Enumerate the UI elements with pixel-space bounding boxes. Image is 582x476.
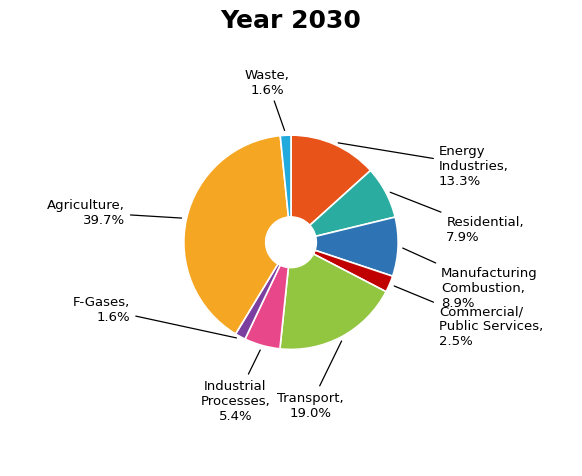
Text: Energy
Industries,
13.3%: Energy Industries, 13.3%: [338, 144, 509, 187]
Wedge shape: [315, 218, 398, 277]
Text: Manufacturing
Combustion,
8.9%: Manufacturing Combustion, 8.9%: [403, 248, 538, 309]
Text: Waste,
1.6%: Waste, 1.6%: [245, 69, 290, 131]
Text: Agriculture,
39.7%: Agriculture, 39.7%: [47, 199, 182, 227]
Wedge shape: [281, 136, 291, 218]
Text: Commercial/
Public Services,
2.5%: Commercial/ Public Services, 2.5%: [394, 287, 543, 347]
Text: Industrial
Processes,
5.4%: Industrial Processes, 5.4%: [200, 350, 270, 423]
Wedge shape: [280, 254, 386, 350]
Wedge shape: [245, 266, 288, 349]
Wedge shape: [236, 264, 280, 339]
Text: Residential,
7.9%: Residential, 7.9%: [391, 193, 524, 244]
Wedge shape: [314, 251, 393, 292]
Wedge shape: [291, 136, 371, 226]
Text: F-Gases,
1.6%: F-Gases, 1.6%: [73, 295, 236, 338]
Wedge shape: [184, 136, 289, 334]
Wedge shape: [310, 171, 395, 237]
Title: Year 2030: Year 2030: [221, 10, 361, 33]
Text: Transport,
19.0%: Transport, 19.0%: [277, 341, 343, 419]
